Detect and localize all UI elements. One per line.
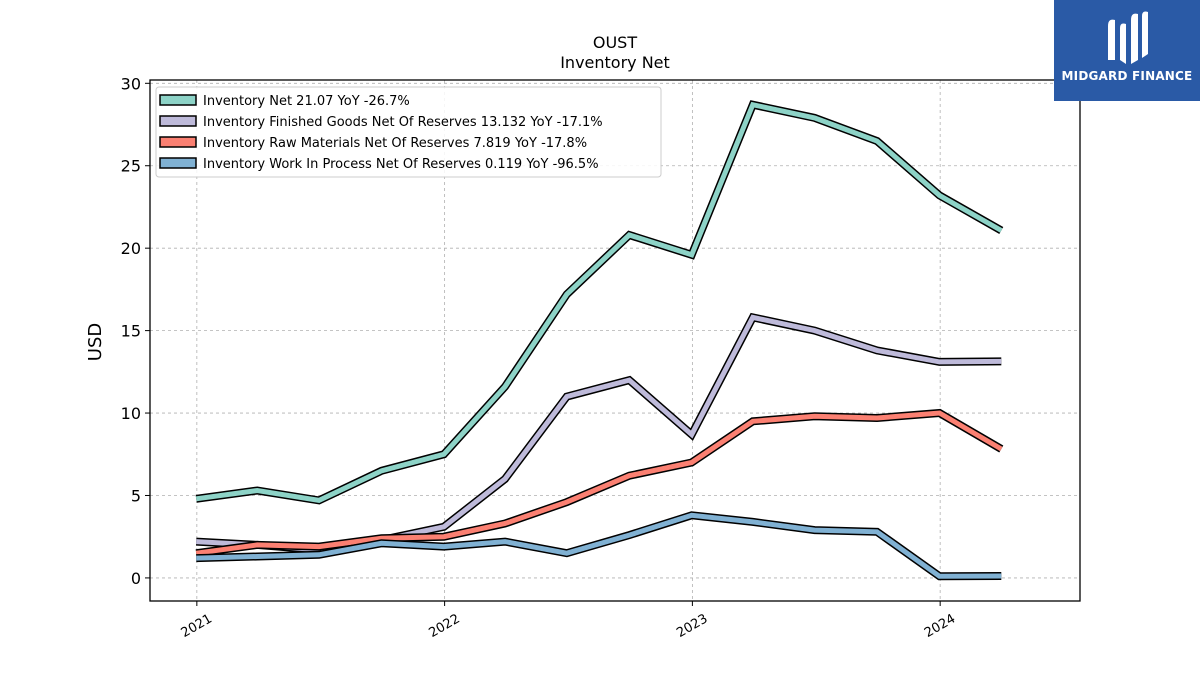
legend-label: Inventory Finished Goods Net Of Reserves… [203,115,603,130]
plot-frame [149,79,1081,602]
legend-box [155,86,662,178]
series-line-stroke [195,101,1003,503]
series-line-stroke [196,314,1002,553]
y-tick-label: 30 [121,74,141,93]
x-tick-label: 2022 [426,611,462,641]
legend-swatch [159,157,197,169]
legend-swatch [159,94,197,106]
chart-title: OUST [593,33,637,52]
x-tick-label: 2023 [674,611,710,641]
midgard-logo-mark-icon [1108,11,1148,65]
legend-swatch [159,115,197,127]
y-tick-label: 0 [131,569,141,588]
y-tick-label: 5 [131,486,141,505]
y-tick-label: 25 [121,157,141,176]
legend-label: Inventory Net 21.07 YoY -26.7% [203,94,410,109]
y-axis-label: USD [85,323,106,361]
legend-swatch [159,136,197,148]
legend-label: Inventory Work In Process Net Of Reserve… [203,157,599,172]
brand-name: MIDGARD FINANCE [1061,69,1193,83]
midgard-finance-logo: MIDGARD FINANCE [1054,0,1200,101]
chart-subtitle: Inventory Net [560,53,670,72]
x-tick-label: 2024 [922,611,958,641]
series-2-line [195,312,1002,554]
series-line-stroke [195,410,1003,556]
legend-label: Inventory Raw Materials Net Of Reserves … [203,136,587,151]
series-3-line [195,408,1004,558]
x-tick-label: 2021 [179,611,215,641]
y-tick-label: 15 [121,322,141,341]
y-tick-label: 10 [121,404,141,423]
series-1-line [195,100,1004,505]
series-line-stroke [196,512,1002,579]
y-tick-label: 20 [121,239,141,258]
series-4-line [196,511,1002,581]
